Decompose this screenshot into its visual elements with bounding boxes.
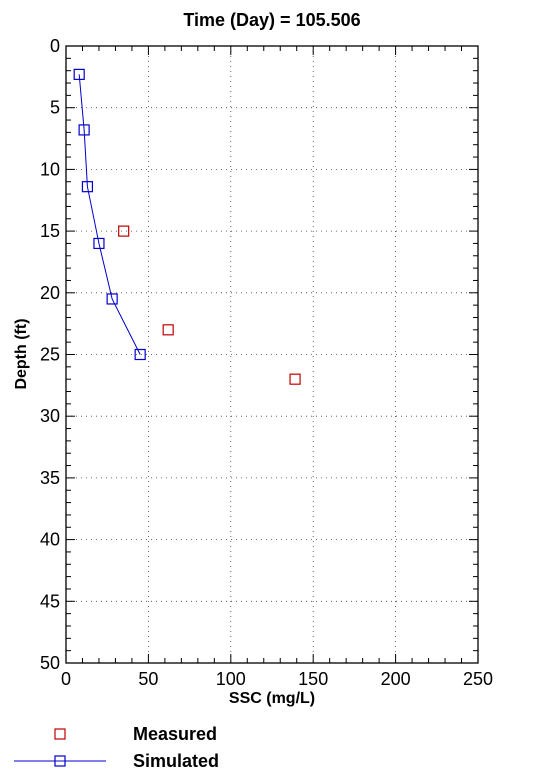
y-tick-label: 5 <box>50 98 60 118</box>
y-tick-label: 35 <box>40 468 60 488</box>
legend-marker-measured <box>54 728 66 740</box>
y-tick-label: 0 <box>50 36 60 56</box>
x-tick-label: 200 <box>381 669 411 689</box>
x-tick-label: 250 <box>463 669 493 689</box>
x-tick-label: 50 <box>138 669 158 689</box>
legend-label-simulated: Simulated <box>133 751 219 771</box>
chart-title: Time (Day) = 105.506 <box>183 10 360 30</box>
marker-simulated <box>81 181 94 193</box>
x-axis-ticks: 0 50 100 150 200 250 <box>61 46 493 689</box>
y-tick-label: 50 <box>40 653 60 673</box>
y-axis-ticks: 0 5 10 15 20 25 30 35 40 45 50 <box>40 36 478 673</box>
series-layer <box>73 68 301 385</box>
grid-lines <box>66 46 478 663</box>
x-axis-label: SSC (mg/L) <box>229 690 315 707</box>
marker-simulated <box>73 68 85 80</box>
y-tick-label: 15 <box>40 221 60 241</box>
y-axis-label: Depth (ft) <box>13 318 30 389</box>
legend-marker-simulated <box>54 755 66 767</box>
x-tick-label: 150 <box>298 669 328 689</box>
x-tick-label: 0 <box>61 669 71 689</box>
marker-simulated <box>134 348 146 361</box>
x-tick-label: 100 <box>216 669 246 689</box>
y-tick-label: 20 <box>40 283 60 303</box>
marker-simulated <box>78 124 90 136</box>
legend: Measured Simulated <box>14 724 219 771</box>
y-tick-label: 30 <box>40 406 60 426</box>
series-line-simulated <box>78 74 141 355</box>
marker-measured <box>118 225 130 237</box>
marker-simulated <box>93 237 105 250</box>
y-tick-label: 45 <box>40 591 60 611</box>
y-tick-label: 40 <box>40 530 60 550</box>
legend-label-measured: Measured <box>133 724 217 744</box>
y-tick-label: 25 <box>40 345 60 365</box>
marker-measured <box>289 373 301 385</box>
marker-simulated <box>106 293 118 305</box>
marker-measured <box>162 324 174 336</box>
y-tick-label: 10 <box>40 159 60 179</box>
